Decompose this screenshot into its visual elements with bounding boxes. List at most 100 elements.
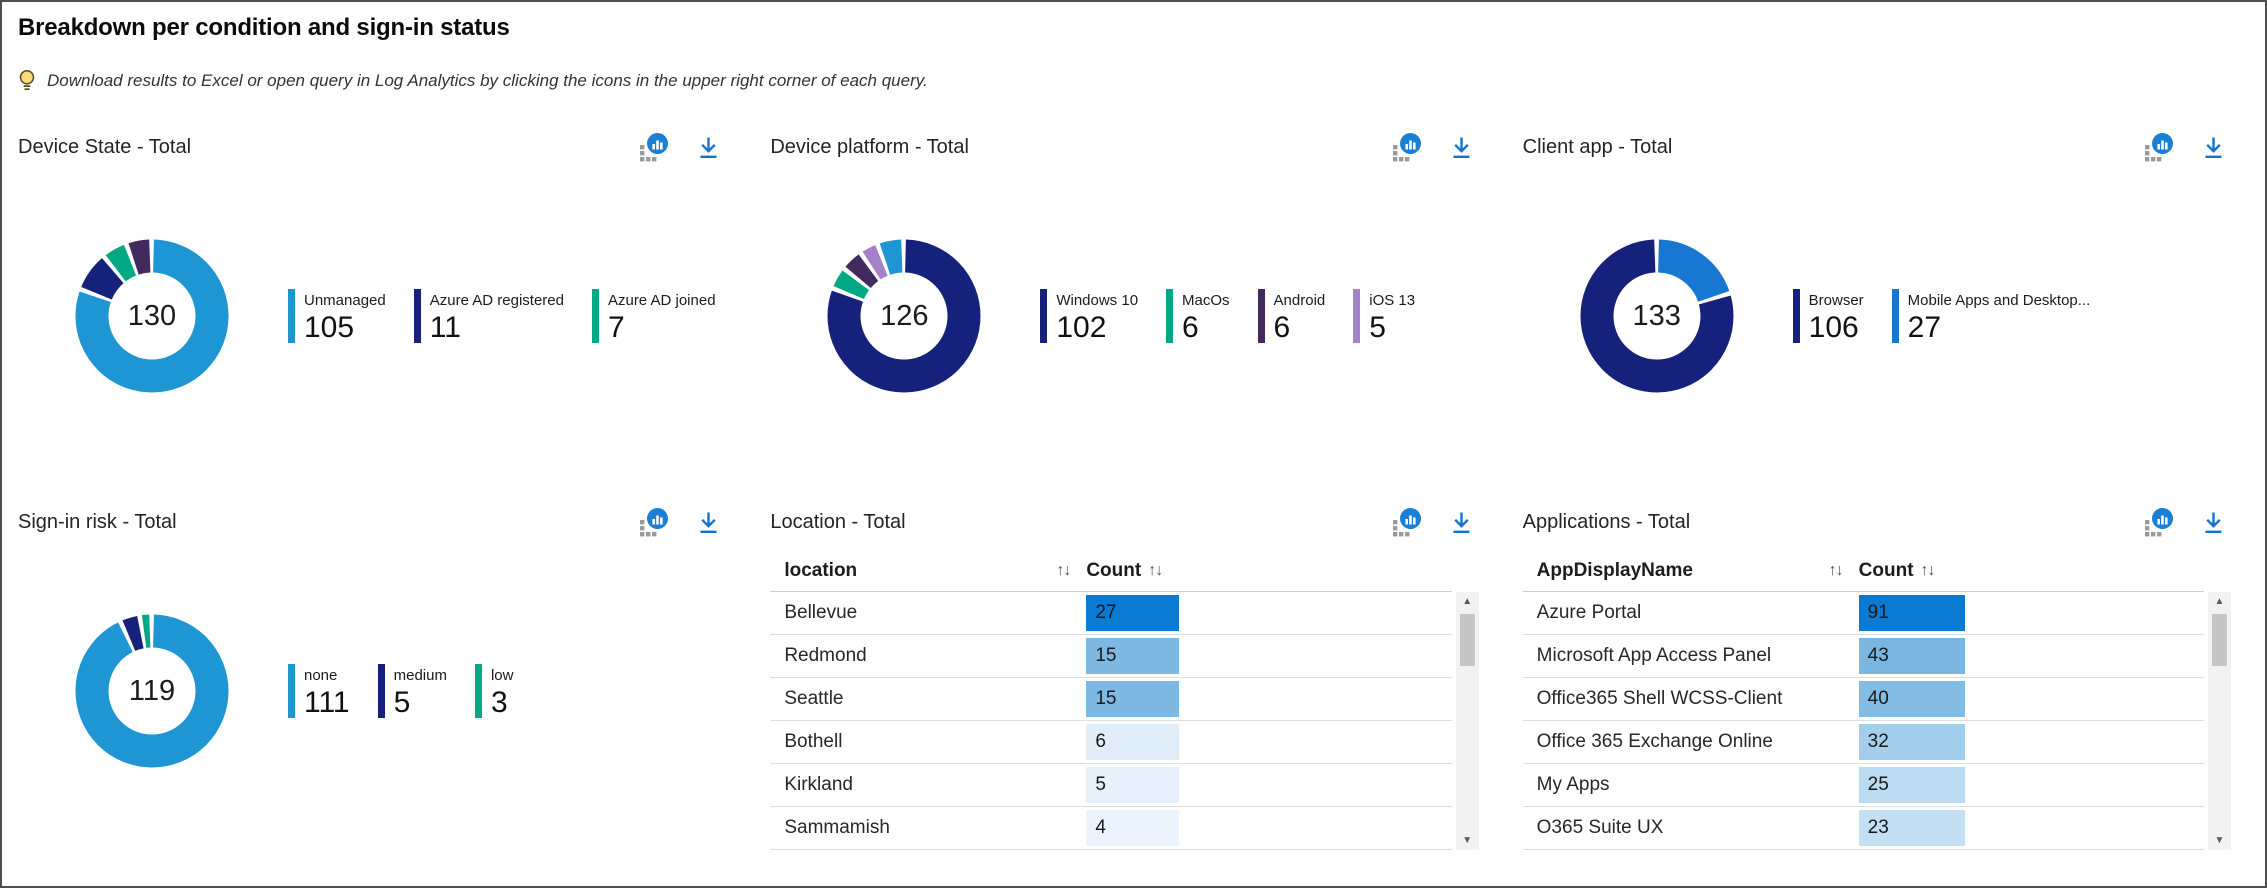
row-name-cell: Kirkland [784, 774, 853, 795]
download-excel-icon[interactable] [695, 134, 722, 161]
legend-color-bar [1257, 288, 1265, 343]
donut-svg [75, 614, 229, 768]
legend-color-bar [377, 663, 385, 718]
chart-area: 119 none 111 medium 5 low [18, 611, 726, 771]
vertical-scrollbar[interactable]: ▲ ▼ [1455, 592, 1479, 850]
tile-location: Location - Total location ↑↓ Count ↑↓ [770, 495, 1479, 850]
table-row[interactable]: Seattle 15 [770, 678, 1452, 721]
legend-label: Windows 10 [1056, 291, 1139, 309]
legend-item: medium 5 [377, 663, 447, 719]
tile-header: Sign-in risk - Total [18, 505, 726, 539]
table-row[interactable]: Azure Portal 91 [1522, 592, 2204, 635]
tile-actions [1392, 507, 1475, 537]
legend-label: low [490, 666, 514, 684]
sort-icon[interactable]: ↑↓ [1148, 562, 1163, 579]
legend-item: Azure AD registered 11 [413, 288, 564, 344]
scroll-up-icon[interactable]: ▲ [1462, 596, 1473, 607]
vertical-scrollbar[interactable]: ▲ ▼ [2207, 592, 2231, 850]
tile-actions [639, 132, 722, 162]
download-excel-icon[interactable] [2200, 509, 2227, 536]
chart-area: 130 Unmanaged 105 Azure AD registered 11 [18, 236, 726, 396]
scroll-thumb[interactable] [1459, 614, 1475, 666]
chart-area: 133 Browser 106 Mobile Apps and Desktop.… [1523, 236, 2231, 396]
open-query-log-analytics-icon[interactable] [2144, 507, 2174, 537]
scroll-thumb[interactable] [2211, 614, 2227, 666]
table-row[interactable]: Office365 Shell WCSS-Client 40 [1522, 678, 2204, 721]
donut-segment-none [75, 614, 229, 768]
legend-item: none 111 [288, 663, 350, 719]
legend-item: Mobile Apps and Desktop... 27 [1891, 288, 2090, 344]
table-row[interactable]: O365 Suite UX 23 [1522, 807, 2204, 850]
download-excel-icon[interactable] [2200, 134, 2227, 161]
legend-value: 105 [304, 310, 355, 344]
table-row[interactable]: Redmond 15 [770, 635, 1452, 678]
sort-icon[interactable]: ↑↓ [1920, 562, 1936, 579]
donut-chart: 119 [72, 611, 232, 771]
row-name-cell: Bothell [784, 731, 843, 752]
download-excel-icon[interactable] [1448, 134, 1475, 161]
row-count-cell: 43 [1858, 638, 1965, 674]
open-query-log-analytics-icon[interactable] [1392, 507, 1422, 537]
tile-title: Device platform - Total [770, 135, 969, 158]
table-row[interactable]: Sammamish 4 [770, 807, 1452, 850]
legend-item: Android 6 [1257, 288, 1325, 344]
row-name-cell: Azure Portal [1536, 602, 1642, 623]
row-count-cell: 27 [1086, 595, 1180, 631]
donut-legend: Unmanaged 105 Azure AD registered 11 Azu… [288, 288, 716, 344]
donut-svg [1580, 239, 1734, 393]
column-header-appdisplayname[interactable]: AppDisplayName ↑↓ [1523, 560, 1859, 582]
legend-item: Windows 10 102 [1040, 288, 1139, 344]
legend-item: Unmanaged 105 [288, 288, 386, 344]
table-row[interactable]: Office 365 Exchange Online 32 [1522, 721, 2204, 764]
download-excel-icon[interactable] [695, 509, 722, 536]
donut-total: 126 [880, 299, 929, 332]
donut-legend: Browser 106 Mobile Apps and Desktop... 2… [1792, 288, 2090, 344]
legend-color-bar [288, 288, 295, 343]
table-header-row: location ↑↓ Count ↑↓ [770, 551, 1452, 592]
legend-value: 27 [1907, 310, 1942, 344]
tile-actions [2144, 507, 2227, 537]
scroll-down-icon[interactable]: ▼ [2214, 835, 2225, 846]
table-body: Azure Portal 91 Microsoft App Access Pan… [1522, 592, 2204, 850]
donut-segment-browser [1580, 239, 1734, 393]
tile-device-state: Device State - Total 130 Unmanaged 105 [18, 120, 726, 495]
page-title: Breakdown per condition and sign-in stat… [18, 14, 510, 41]
legend-label: MacOs [1182, 291, 1230, 309]
column-header-count[interactable]: Count ↑↓ [1859, 560, 1936, 582]
tile-signin-risk: Sign-in risk - Total 119 none 111 [18, 495, 726, 850]
open-query-log-analytics-icon[interactable] [639, 507, 669, 537]
table-body: Bellevue 27 Redmond 15 Seattle 15 Bothel… [770, 592, 1452, 850]
tile-title: Applications - Total [1522, 510, 1691, 533]
download-excel-icon[interactable] [1448, 509, 1475, 536]
sort-icon[interactable]: ↑↓ [1828, 562, 1844, 579]
table-row[interactable]: Bothell 6 [770, 721, 1452, 764]
table-row[interactable]: My Apps 25 [1522, 764, 2204, 807]
legend-label: Unmanaged [304, 291, 386, 309]
tile-title: Sign-in risk - Total [18, 510, 177, 533]
donut-segment-unmanaged [75, 239, 229, 393]
column-header-count[interactable]: Count ↑↓ [1086, 560, 1163, 582]
tile-client-app: Client app - Total 133 Browser 106 [1523, 120, 2231, 495]
row-count-cell: 25 [1858, 767, 1965, 803]
legend-label: Azure AD joined [607, 291, 716, 309]
legend-color-bar [474, 663, 482, 718]
scroll-down-icon[interactable]: ▼ [1462, 835, 1473, 846]
lightbulb-icon [16, 68, 38, 94]
scroll-up-icon[interactable]: ▲ [2214, 596, 2225, 607]
legend-item: low 3 [474, 663, 514, 719]
row-name-cell: Bellevue [784, 602, 858, 623]
row-name-cell: Office 365 Exchange Online [1536, 731, 1773, 752]
table-row[interactable]: Bellevue 27 [770, 592, 1452, 635]
tile-applications: Applications - Total AppDisplayName ↑↓ C… [1522, 495, 2231, 850]
row-count-cell: 15 [1086, 638, 1180, 674]
row-name-cell: Seattle [784, 688, 844, 709]
open-query-log-analytics-icon[interactable] [2144, 132, 2174, 162]
sort-icon[interactable]: ↑↓ [1056, 562, 1071, 579]
legend-label: Browser [1808, 291, 1864, 309]
open-query-log-analytics-icon[interactable] [639, 132, 669, 162]
table-row[interactable]: Kirkland 5 [770, 764, 1452, 807]
column-header-location[interactable]: location ↑↓ [770, 560, 1086, 582]
open-query-log-analytics-icon[interactable] [1392, 132, 1422, 162]
table-row[interactable]: Microsoft App Access Panel 43 [1522, 635, 2204, 678]
tile-title: Client app - Total [1522, 135, 1673, 158]
